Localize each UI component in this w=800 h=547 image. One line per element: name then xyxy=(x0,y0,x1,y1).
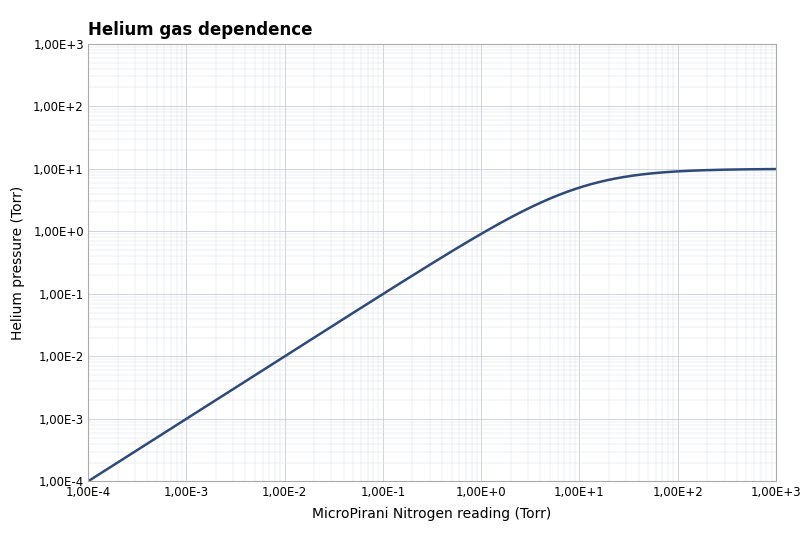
Text: Helium gas dependence: Helium gas dependence xyxy=(88,21,313,39)
Y-axis label: Helium pressure (Torr): Helium pressure (Torr) xyxy=(10,185,25,340)
X-axis label: MicroPirani Nitrogen reading (Torr): MicroPirani Nitrogen reading (Torr) xyxy=(312,507,552,521)
